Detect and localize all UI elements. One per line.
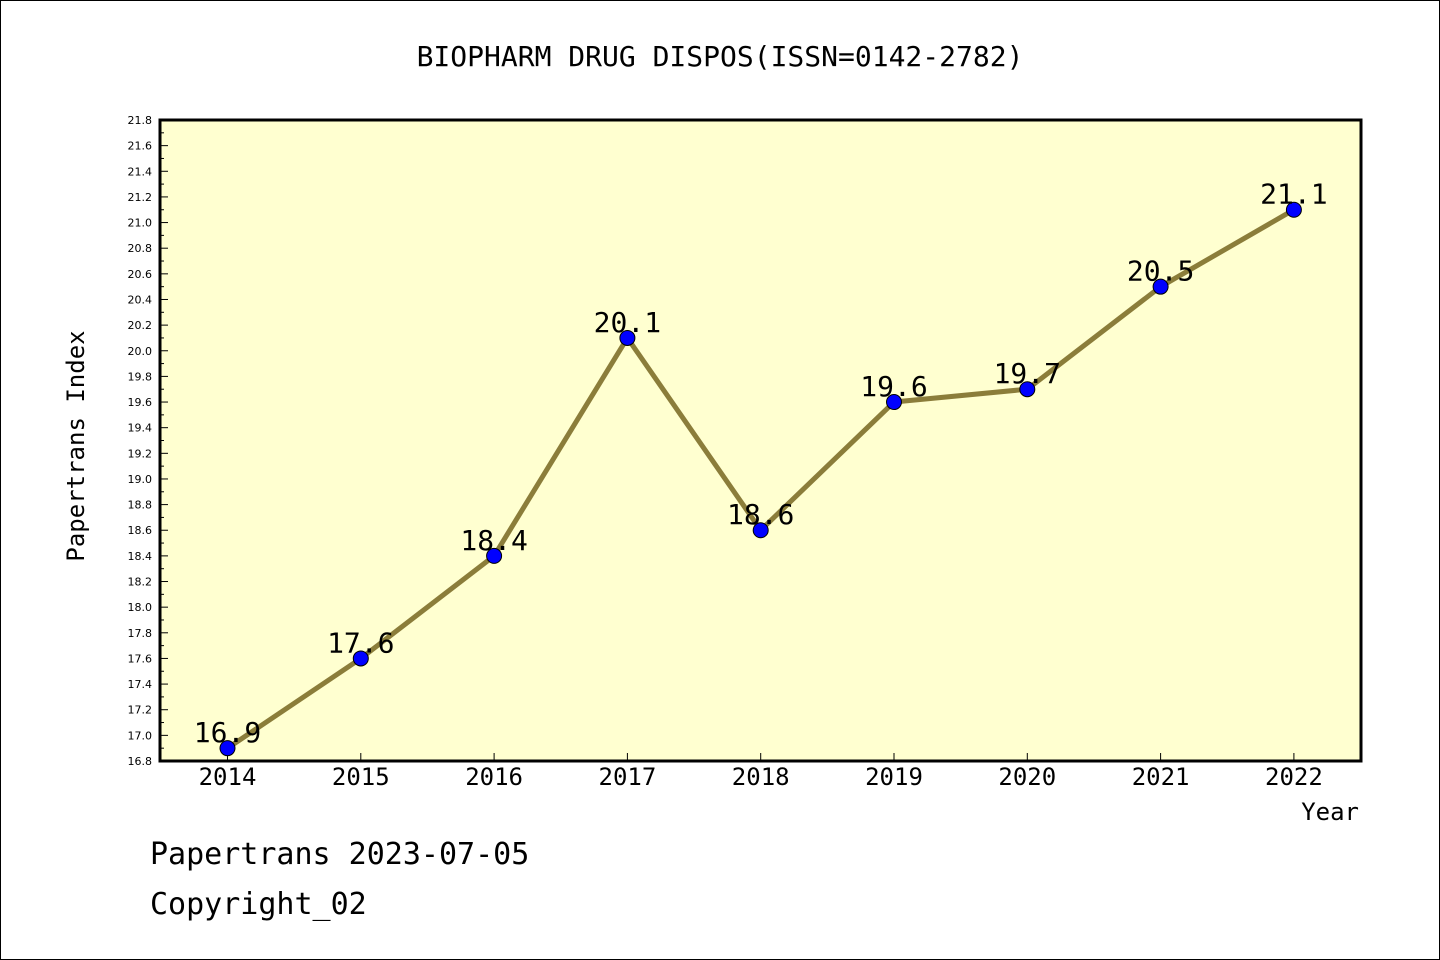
y-tick-label: 21.2 bbox=[128, 191, 153, 204]
y-tick-label: 20.2 bbox=[128, 319, 153, 332]
y-tick-label: 17.4 bbox=[128, 678, 153, 691]
y-tick-label: 17.0 bbox=[128, 729, 153, 742]
y-tick-label: 18.0 bbox=[128, 601, 153, 614]
data-point bbox=[619, 329, 636, 346]
data-point bbox=[486, 547, 503, 564]
y-tick-label: 19.8 bbox=[128, 370, 153, 383]
data-point bbox=[219, 740, 236, 757]
x-tick-label: 2014 bbox=[199, 763, 257, 791]
data-point bbox=[1019, 381, 1036, 398]
data-labels-layer: 16.9 17.6 18.4 20.1 18.6 19.6 19.7 20.5 21.1 bbox=[194, 178, 1328, 749]
y-tick-label: 21.4 bbox=[128, 165, 153, 178]
x-tick-label: 2016 bbox=[465, 763, 523, 791]
y-tick-label: 16.8 bbox=[128, 755, 153, 768]
y-tick-label: 19.6 bbox=[128, 396, 153, 409]
x-tick-label: 2019 bbox=[865, 763, 923, 791]
footer-copyright: Copyright_02 bbox=[150, 887, 367, 922]
data-point bbox=[1152, 278, 1169, 295]
x-axis-label: Year bbox=[1301, 798, 1359, 826]
y-tick-label: 18.4 bbox=[128, 550, 153, 563]
y-tick-label: 21.8 bbox=[128, 114, 153, 127]
markers-layer bbox=[219, 201, 1302, 757]
y-tick-label: 21.6 bbox=[128, 140, 153, 153]
y-tick-label: 17.2 bbox=[128, 704, 153, 717]
x-tick-label: 2021 bbox=[1132, 763, 1190, 791]
x-tick-label: 2022 bbox=[1265, 763, 1323, 791]
y-tick-label: 19.2 bbox=[128, 447, 153, 460]
data-label: 20.5 bbox=[1127, 255, 1194, 288]
data-point bbox=[752, 522, 769, 539]
data-label: 17.6 bbox=[327, 626, 394, 659]
y-tick-label: 20.6 bbox=[128, 268, 153, 281]
data-point bbox=[886, 394, 902, 411]
data-point bbox=[1285, 201, 1302, 218]
plot-area bbox=[160, 120, 1361, 761]
data-label: 21.1 bbox=[1260, 178, 1327, 211]
data-label: 19.7 bbox=[994, 357, 1061, 390]
x-tick-label: 2018 bbox=[732, 763, 790, 791]
y-tick-label: 18.8 bbox=[128, 499, 153, 512]
y-tick-label: 19.0 bbox=[128, 473, 153, 486]
data-point bbox=[352, 650, 369, 667]
data-label: 16.9 bbox=[194, 716, 261, 749]
x-tick-label: 2017 bbox=[599, 763, 657, 791]
y-tick-label: 17.8 bbox=[128, 627, 153, 640]
y-tick-label: 20.0 bbox=[128, 345, 153, 358]
data-label: 20.1 bbox=[594, 306, 661, 339]
y-tick-label: 18.6 bbox=[128, 524, 153, 537]
plot-frame bbox=[158, 118, 1363, 763]
x-tick-label: 2020 bbox=[998, 763, 1056, 791]
y-tick-label: 17.6 bbox=[128, 652, 153, 665]
data-label: 18.4 bbox=[460, 524, 527, 557]
y-axis-label: Papertrans Index bbox=[62, 330, 90, 561]
x-tick-label: 2015 bbox=[332, 763, 390, 791]
y-tick-label: 20.4 bbox=[128, 293, 153, 306]
data-label: 19.6 bbox=[860, 370, 927, 403]
data-label: 18.6 bbox=[727, 498, 794, 531]
chart-title: BIOPHARM DRUG DISPOS(ISSN=0142-2782) bbox=[417, 40, 1024, 73]
y-tick-label: 19.4 bbox=[128, 422, 153, 435]
x-axis: 2014 2015 2016 2017 2018 2019 2020 2021 2022 bbox=[199, 753, 1323, 791]
y-axis: 16.8 17.0 17.2 17.4 17.6 17.8 18.0 18.2 18.4 18.6… bbox=[128, 114, 168, 768]
y-tick-label: 21.0 bbox=[128, 217, 153, 230]
y-tick-label: 20.8 bbox=[128, 242, 153, 255]
footer-date: Papertrans 2023-07-05 bbox=[150, 837, 529, 872]
y-tick-label: 18.2 bbox=[128, 576, 153, 589]
